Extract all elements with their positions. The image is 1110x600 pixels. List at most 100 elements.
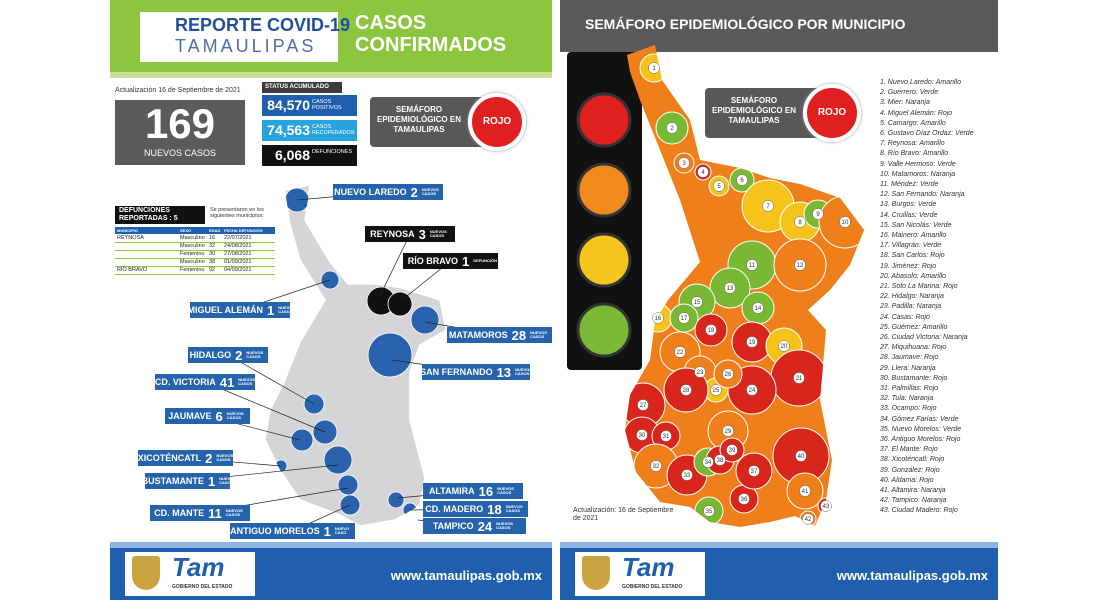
municipality-status: Rojo [937, 109, 953, 117]
footer-logo: Tam [622, 552, 675, 582]
municipality-name: 11. Méndez: [880, 181, 919, 188]
municipality-badge [736, 174, 748, 186]
municipality-badge [724, 282, 736, 294]
title-box [140, 12, 338, 62]
footer-logo-sub: GOBIERNO DEL ESTADO [172, 584, 233, 590]
leader-line [204, 381, 326, 433]
municipality-number: 1 [652, 66, 656, 72]
municipality-status: Rojo [921, 262, 937, 270]
municipality-badge [694, 366, 706, 378]
map-label-unit: NUEVOS CASOS [429, 228, 447, 238]
map-label-name: JAUMAVE [168, 411, 212, 421]
municipality-status: Verde [922, 242, 942, 250]
municipality-status: Rojo [930, 252, 945, 260]
municipality-highlight [387, 291, 413, 317]
municipality-number: 7 [766, 204, 770, 210]
municipality-badge [762, 200, 774, 212]
municipality-name: 2. Guerrero: [880, 89, 918, 97]
semaforo-label: SEMÁFORO EPIDEMIOLÓGICO EN TAMAULIPAS [711, 96, 796, 125]
municipality-status: Naranja [942, 334, 968, 341]
municipality-badge [839, 216, 851, 228]
municipality-name: 23. Padilla: [880, 303, 915, 311]
map-label-unit: NUEVO CASO [334, 525, 350, 535]
municipality-item: 19. Jiménez: Rojo [880, 263, 995, 270]
deaths-cell: Masculino [180, 259, 205, 265]
deaths-cell: 22/07/2021 [224, 235, 252, 241]
municipality-name: 14. Cruillas: [880, 211, 917, 219]
municipality-name: 22. Hidalgo: [880, 293, 918, 301]
municipality-badge [674, 346, 686, 358]
deaths-cell: 27/08/2021 [224, 251, 252, 257]
municipality-number: 30 [639, 433, 646, 439]
municipality-badge [650, 460, 662, 472]
deaths-cell: 92 [209, 267, 216, 273]
municipality-name: 34. Gómez Farías: [880, 415, 938, 423]
municipality-number: 28 [683, 388, 690, 394]
new-cases-box [115, 100, 245, 165]
municipality-name: 1. Nuevo Laredo: [880, 79, 934, 86]
new-cases-label: NUEVOS CASOS [143, 148, 217, 158]
map-label: XICOTÉNCATL 2 NUEVOS CASOS [138, 450, 233, 466]
municipality-status: Rojo [923, 385, 939, 392]
municipality-item: 29. Llera: Naranja [880, 365, 995, 372]
municipality-item: 1. Nuevo Laredo: Amarillo [880, 79, 995, 86]
light-green [576, 302, 632, 358]
footer-logo: Tam [172, 552, 225, 582]
municipality-badge [794, 216, 806, 228]
municipality-badge [746, 259, 758, 271]
municipality-name: 10. Matamoros: [880, 170, 929, 178]
footer-logo-sub: GOBIERNO DEL ESTADO [622, 584, 683, 590]
municipality-item: 9. Valle Hermoso: Verde [880, 161, 995, 168]
municipality-item: 17. Villagrán: Verde [880, 242, 995, 249]
deaths-column: SEXO [180, 228, 192, 233]
deaths-title: DEFUNCIONES REPORTADAS : 5 [115, 206, 205, 224]
map-label-name: ALTAMIRA [428, 486, 475, 496]
municipality-badge [799, 485, 811, 497]
municipality-number: 18 [708, 328, 715, 334]
municipality-status: Amarillo [919, 140, 945, 148]
map-label: MIGUEL ALEMÁN 1 NUEVO CASO [187, 302, 292, 318]
map-label-count: 28 [511, 327, 527, 343]
municipality-highlight [323, 445, 353, 475]
map-label-unit: NUEVOS CASOS [496, 520, 514, 530]
municipality-status: Naranja [940, 191, 965, 199]
municipality-name: 6. Gustavo Díaz Ordaz: [880, 130, 954, 137]
map-label-unit: NUEVOS CASOS [421, 186, 439, 196]
deaths-cell: Femenino [180, 267, 205, 273]
municipality-highlight [387, 491, 405, 509]
map-label-unit: NUEVOS CASOS [515, 366, 532, 376]
municipality-name: 30. Bustamante: [880, 374, 931, 382]
new-cases-value: 169 [144, 100, 216, 147]
deaths-cell: 24/08/2021 [224, 243, 252, 249]
municipality-badge [697, 166, 709, 178]
municipality-name: 20. Abasolo: [880, 272, 919, 280]
municipality-name: 25. Güémez: [880, 323, 921, 331]
status-label: CASOS POSITIVOS [312, 99, 342, 111]
municipality-badge [812, 208, 824, 220]
left-header-stripe [110, 72, 552, 78]
map-label-count: 6 [215, 408, 223, 424]
municipality-status: Naranja [930, 170, 956, 178]
map-label-name: MIGUEL ALEMÁN [187, 305, 264, 315]
map-label-name: CD. MANTE [154, 508, 205, 518]
deaths-cell: Femenino [180, 251, 205, 257]
municipality-number: 38 [717, 458, 724, 464]
map-label: CD. MANTE 11 NUEVOS CASOS [150, 505, 250, 521]
deaths-cell: 32 [209, 243, 216, 249]
municipality-item: 25. Güémez: Amarillo [880, 324, 995, 331]
municipality-item: 40. Aldama: Rojo [880, 477, 995, 484]
municipality-highlight [337, 474, 359, 496]
map-label-count: 24 [477, 518, 493, 534]
map-label: ALTAMIRA 16 NUEVOS CASOS [423, 483, 523, 499]
municipality-item: 14. Cruillas: Verde [880, 212, 995, 219]
map-label-name: SAN FERNANDO [420, 367, 493, 377]
municipality-badge [648, 62, 660, 74]
deaths-row-line [115, 250, 275, 251]
deaths-cell: 16 [209, 235, 216, 241]
deaths-row-line [115, 242, 275, 243]
municipality-item: 27. Miquihuana: Rojo [880, 344, 995, 351]
municipality-item: 28. Jaumave: Rojo [880, 354, 995, 361]
municipality-badge [703, 505, 715, 517]
